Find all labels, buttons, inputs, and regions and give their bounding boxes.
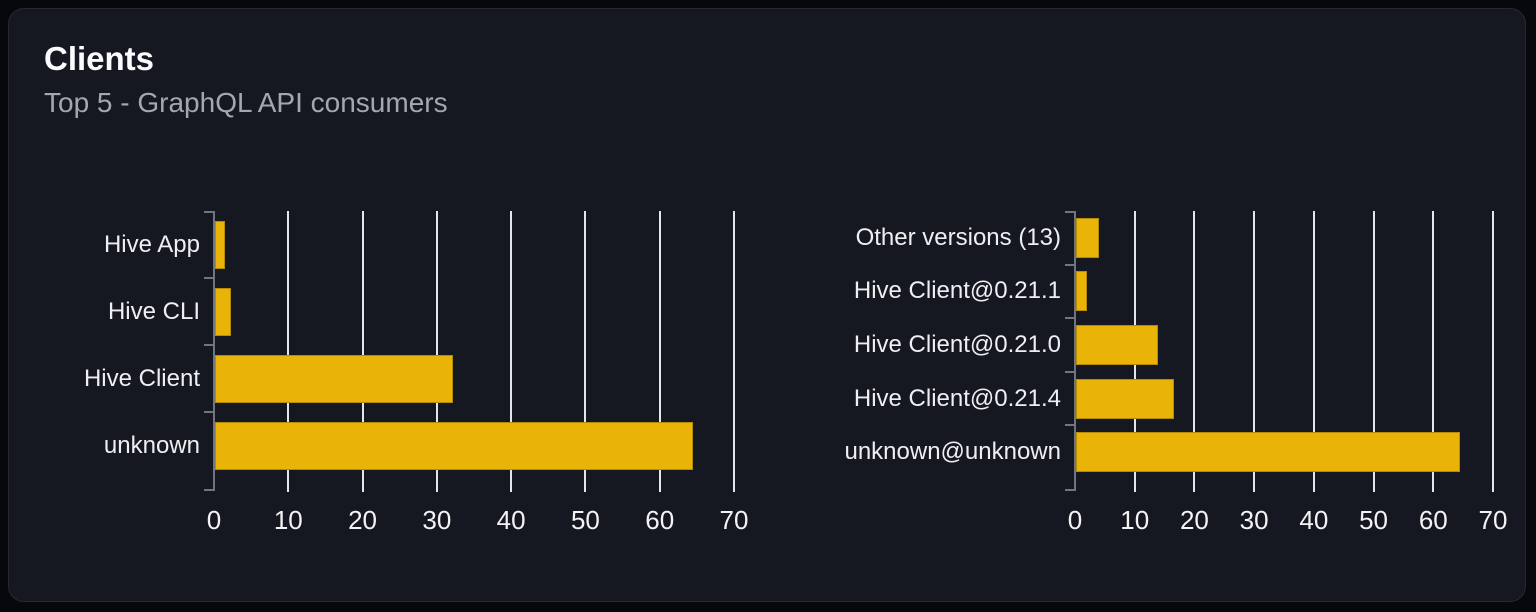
x-axis-tick xyxy=(1492,479,1494,492)
y-axis-tick xyxy=(204,277,213,279)
x-tick-label: 50 xyxy=(1359,505,1389,535)
x-tick-label: 10 xyxy=(1120,505,1150,535)
page-subtitle: Top 5 - GraphQL API consumers xyxy=(44,87,448,118)
x-tick-label: 0 xyxy=(206,505,222,535)
gridline xyxy=(584,211,587,479)
gridline xyxy=(1432,211,1435,479)
x-tick-label: 60 xyxy=(645,505,675,535)
gridline xyxy=(287,211,290,479)
bar[interactable] xyxy=(215,220,226,269)
gridline xyxy=(361,211,364,479)
gridline xyxy=(1253,211,1256,479)
y-axis-tick xyxy=(1065,317,1074,320)
page-title: Clients xyxy=(44,40,155,77)
x-axis-tick xyxy=(435,479,438,492)
category-labels: Hive App Hive CLI Hive Client unknown xyxy=(44,211,214,479)
x-axis-tick xyxy=(1133,479,1136,492)
plot-area: 0 10 20 30 40 50 60 70 xyxy=(1065,211,1507,535)
gridline xyxy=(435,211,438,479)
category-label: unknown xyxy=(103,431,200,459)
x-axis-tick xyxy=(733,479,735,492)
bar[interactable] xyxy=(215,287,232,336)
category-label: unknown@unknown xyxy=(844,438,1061,466)
x-tick-label: 60 xyxy=(1418,505,1448,535)
x-axis-tick xyxy=(510,479,513,492)
gridline xyxy=(1492,211,1494,479)
x-axis-tick xyxy=(287,479,290,492)
y-axis-tick xyxy=(204,489,213,491)
charts-row: Hive App Hive CLI Hive Client unknown 0 10 20 3… xyxy=(44,211,1536,551)
category-labels: Other versions (13) Hive Client@0.21.1 Hiv… xyxy=(825,211,1075,479)
y-axis-line xyxy=(1074,211,1076,491)
bar[interactable] xyxy=(1076,325,1159,365)
x-tick-label: 70 xyxy=(719,505,749,535)
x-axis-tick xyxy=(361,479,364,492)
category-label: Hive Client@0.21.0 xyxy=(853,330,1061,358)
gridline xyxy=(733,211,735,479)
y-axis-tick xyxy=(204,211,213,213)
y-axis-tick xyxy=(1065,263,1074,266)
x-tick-label: 50 xyxy=(570,505,600,535)
y-axis-tick xyxy=(1065,489,1074,491)
plot-area: 0 10 20 30 40 50 60 70 xyxy=(204,211,748,535)
y-axis-tick xyxy=(1065,424,1074,427)
gridline xyxy=(510,211,513,479)
clients-by-version-chart: Other versions (13) Hive Client@0.21.1 Hiv… xyxy=(825,211,1536,551)
bar[interactable] xyxy=(1076,217,1100,258)
card-header: Clients Top 5 - GraphQL API consumers xyxy=(9,9,1525,121)
y-axis-tick xyxy=(1065,211,1074,213)
gridline xyxy=(1312,211,1315,479)
x-tick-label: 30 xyxy=(422,505,452,535)
x-axis-tick xyxy=(1372,479,1375,492)
x-axis-tick xyxy=(584,479,587,492)
gridline xyxy=(1193,211,1196,479)
x-axis-tick xyxy=(658,479,661,492)
x-axis-tick xyxy=(1432,479,1435,492)
x-tick-label: 20 xyxy=(1179,505,1209,535)
category-label: Hive CLI xyxy=(107,297,200,325)
category-label: Hive App xyxy=(103,230,200,258)
gridline xyxy=(658,211,661,479)
clients-by-name-chart: Hive App Hive CLI Hive Client unknown 0 10 20 3… xyxy=(44,211,764,551)
y-axis-tick xyxy=(204,344,213,346)
y-axis-tick xyxy=(204,411,213,413)
y-axis-tick xyxy=(1065,370,1074,373)
category-label: Other versions (13) xyxy=(855,223,1061,251)
x-tick-label: 70 xyxy=(1478,505,1508,535)
category-label: Hive Client@0.21.4 xyxy=(853,384,1061,412)
bar[interactable] xyxy=(215,421,694,470)
x-tick-label: 10 xyxy=(273,505,303,535)
clients-card: Clients Top 5 - GraphQL API consumers Hi… xyxy=(8,8,1526,602)
y-axis-line xyxy=(213,211,215,491)
bar[interactable] xyxy=(1076,432,1460,473)
x-axis-tick xyxy=(1253,479,1256,492)
category-label: Hive Client@0.21.1 xyxy=(853,277,1061,305)
category-label: Hive Client xyxy=(83,364,200,392)
x-tick-label: 40 xyxy=(496,505,526,535)
bar[interactable] xyxy=(1076,378,1174,419)
x-axis-tick xyxy=(1312,479,1315,492)
x-tick-label: 40 xyxy=(1299,505,1329,535)
x-tick-label: 20 xyxy=(348,505,378,535)
bar[interactable] xyxy=(1076,271,1087,312)
x-axis-tick xyxy=(1193,479,1196,492)
gridline xyxy=(1372,211,1375,479)
x-tick-label: 30 xyxy=(1239,505,1269,535)
x-tick-label: 0 xyxy=(1067,505,1083,535)
bar[interactable] xyxy=(215,354,453,403)
